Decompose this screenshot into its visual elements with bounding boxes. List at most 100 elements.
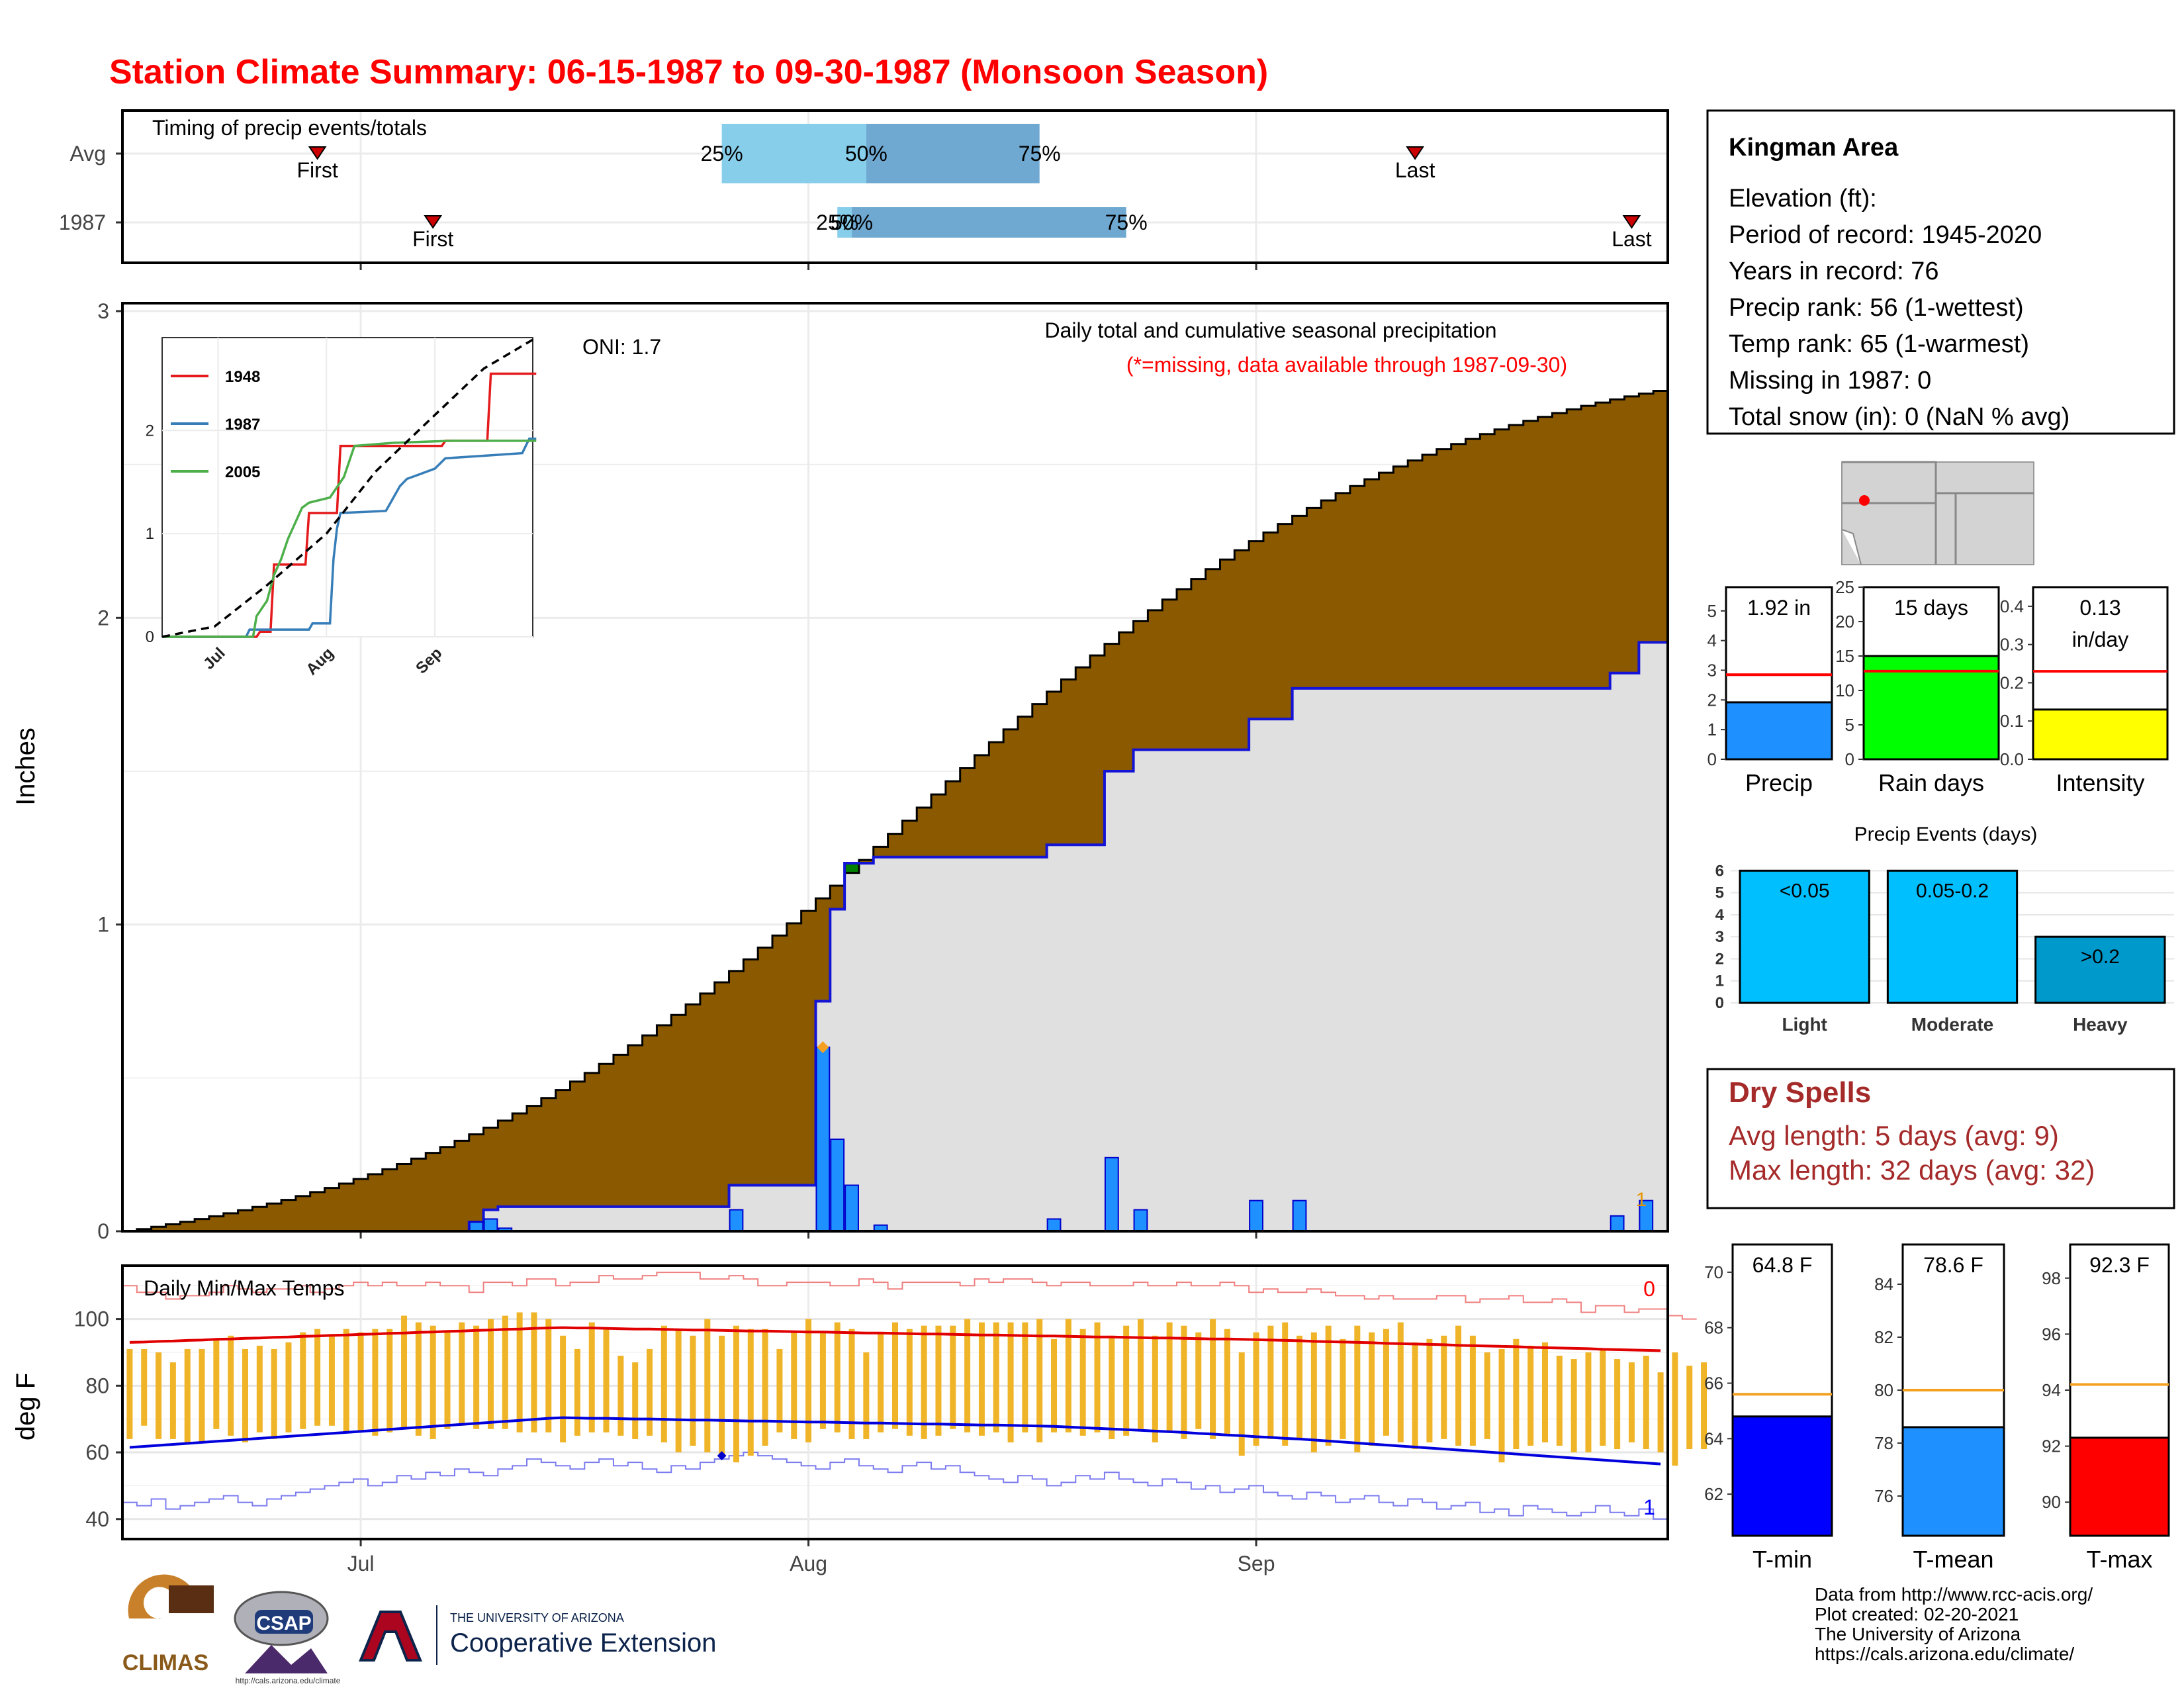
map-station-dot xyxy=(1859,495,1870,506)
precip-ylabel: Inches xyxy=(11,727,40,806)
deficit-fill xyxy=(1162,599,1177,750)
deficit-fill xyxy=(180,1221,195,1231)
daily-temp-bar xyxy=(776,1348,783,1432)
dry-spells-frame xyxy=(1706,1068,2175,1209)
map-coastline xyxy=(1841,529,1862,565)
deficit-fill xyxy=(743,959,758,1186)
daily-temp-bar xyxy=(1297,1335,1303,1439)
deficit-fill xyxy=(411,1158,426,1231)
avg-cumulative-line xyxy=(122,389,1668,1233)
summary-y-tick-label: 25 xyxy=(1835,577,1854,597)
daily-temp-bar xyxy=(791,1332,797,1439)
precip-y-tick-label: 2 xyxy=(97,606,109,630)
events-y-tick-label: 4 xyxy=(1715,906,1725,924)
daily-temp-bar xyxy=(719,1335,725,1456)
deficit-fill xyxy=(700,993,715,1207)
timing-first-label: First xyxy=(412,227,453,251)
daily-temp-bar xyxy=(487,1319,494,1429)
events-bar xyxy=(1886,869,2019,1004)
summary-y-tick-label: 70 xyxy=(1704,1262,1723,1282)
deficit-fill xyxy=(858,860,874,863)
deficit-fill xyxy=(1118,632,1134,771)
summary-y-tick-label: 0.4 xyxy=(2000,596,2024,616)
credit-line-1: Data from http://www.rcc-acis.org/ xyxy=(1815,1584,2093,1605)
daily-temp-bar xyxy=(300,1332,306,1429)
timing-first-label: First xyxy=(297,158,338,182)
deficit-fill xyxy=(483,1127,498,1210)
daily-temp-bar xyxy=(1036,1319,1043,1442)
daily-temp-bar xyxy=(1643,1355,1649,1450)
deficit-fill xyxy=(208,1216,224,1231)
precip-y-tick-label: 3 xyxy=(97,299,109,323)
timing-iqr-upper-bar xyxy=(852,207,1126,238)
summary-y-tick-label: 5 xyxy=(1845,715,1854,735)
deficit-fill xyxy=(1046,691,1062,845)
deficit-fill xyxy=(1191,579,1206,750)
summary-y-tick-label: 15 xyxy=(1835,646,1854,666)
station-info-line: Precip rank: 56 (1-wettest) xyxy=(1729,294,2024,322)
precip-subtitle: (*=missing, data available through 1987-… xyxy=(1126,353,1567,377)
station-info-line: Years in record: 76 xyxy=(1729,258,1939,285)
deficit-fill xyxy=(1133,621,1148,750)
daily-temp-bar xyxy=(1310,1332,1317,1453)
daily-temp-bar xyxy=(459,1322,465,1426)
daily-temp-bar xyxy=(357,1332,364,1432)
station-info-line: Period of record: 1945-2020 xyxy=(1729,221,2042,249)
deficit-fill xyxy=(555,1090,571,1207)
daily-precip-bar xyxy=(815,1047,831,1232)
summary-value-bar xyxy=(2032,708,2169,761)
deficit-fill xyxy=(815,898,831,1002)
summary-y-tick-label: 62 xyxy=(1704,1484,1723,1504)
daily-temp-bar xyxy=(1614,1359,1621,1450)
deficit-fill xyxy=(310,1192,326,1231)
climas-logo-text: CLIMAS xyxy=(122,1650,208,1675)
daily-temp-bar xyxy=(1484,1352,1490,1439)
summary-raindays-chart: 0 5 10 15 20 25 15 days Rain days xyxy=(1835,577,2000,796)
deficit-fill xyxy=(1523,420,1539,688)
dry-spells-box: Dry Spells Avg length: 5 days (avg: 9) M… xyxy=(1706,1068,2175,1209)
daily-temp-bar xyxy=(1152,1335,1158,1442)
timing-quartile-label: 25% xyxy=(816,211,858,234)
daily-temp-bar xyxy=(1022,1322,1028,1432)
deficit-fill xyxy=(1104,643,1120,771)
deficit-fill xyxy=(339,1184,354,1231)
events-bar-label: <0.05 xyxy=(1780,880,1830,902)
deficit-fill xyxy=(1277,524,1293,720)
deficit-fill xyxy=(714,982,730,1207)
deficit-fill xyxy=(1422,454,1437,688)
daily-temp-bar xyxy=(878,1332,884,1432)
deficit-fill xyxy=(1336,492,1351,688)
events-title: Precip Events (days) xyxy=(1854,823,2038,845)
deficit-fill xyxy=(1494,429,1510,688)
dry-spells-max: Max length: 32 days (avg: 32) xyxy=(1729,1154,2095,1186)
daily-temp-bar xyxy=(213,1338,220,1429)
ua-logo: THE UNIVERSITY OF ARIZONA Cooperative Ex… xyxy=(359,1605,716,1665)
events-category-label: Light xyxy=(1782,1014,1827,1035)
deficit-fill xyxy=(671,1015,686,1207)
summary-y-tick-label: 80 xyxy=(1874,1380,1893,1400)
summary-value-label: 78.6 F xyxy=(1923,1253,1983,1277)
daily-precip-bar xyxy=(830,1139,845,1232)
deficit-fill xyxy=(830,885,845,910)
summary-y-tick-label: 4 xyxy=(1707,631,1717,651)
summary-y-tick-label: 0 xyxy=(1845,749,1854,769)
deficit-fill xyxy=(1003,729,1019,857)
deficit-fill xyxy=(1364,479,1380,688)
events-chart: 0 1 2 3 4 5 6 <0.05 Light 0.05-0.2 Moderate >0.2 Hea… xyxy=(1715,862,2174,1035)
timing-last-marker xyxy=(1622,215,1641,229)
temp-x-tick-label: Aug xyxy=(790,1552,827,1575)
daily-temp-bar xyxy=(704,1319,711,1453)
daily-temp-bar xyxy=(647,1348,653,1436)
deficit-fill xyxy=(1508,425,1524,688)
daily-temp-bar xyxy=(1441,1335,1447,1439)
daily-temp-bar xyxy=(1007,1322,1014,1442)
deficit-fill xyxy=(945,781,961,857)
deficit-fill xyxy=(686,1004,701,1207)
events-y-tick-label: 3 xyxy=(1715,928,1724,946)
station-info-line: Temp rank: 65 (1-warmest) xyxy=(1729,330,2029,358)
events-y-tick-label: 5 xyxy=(1715,884,1724,902)
deficit-fill xyxy=(1177,589,1192,750)
deficit-fill xyxy=(657,1025,672,1207)
deficit-fill xyxy=(570,1081,585,1207)
